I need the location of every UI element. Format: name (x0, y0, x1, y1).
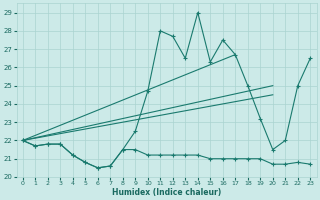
X-axis label: Humidex (Indice chaleur): Humidex (Indice chaleur) (112, 188, 221, 197)
